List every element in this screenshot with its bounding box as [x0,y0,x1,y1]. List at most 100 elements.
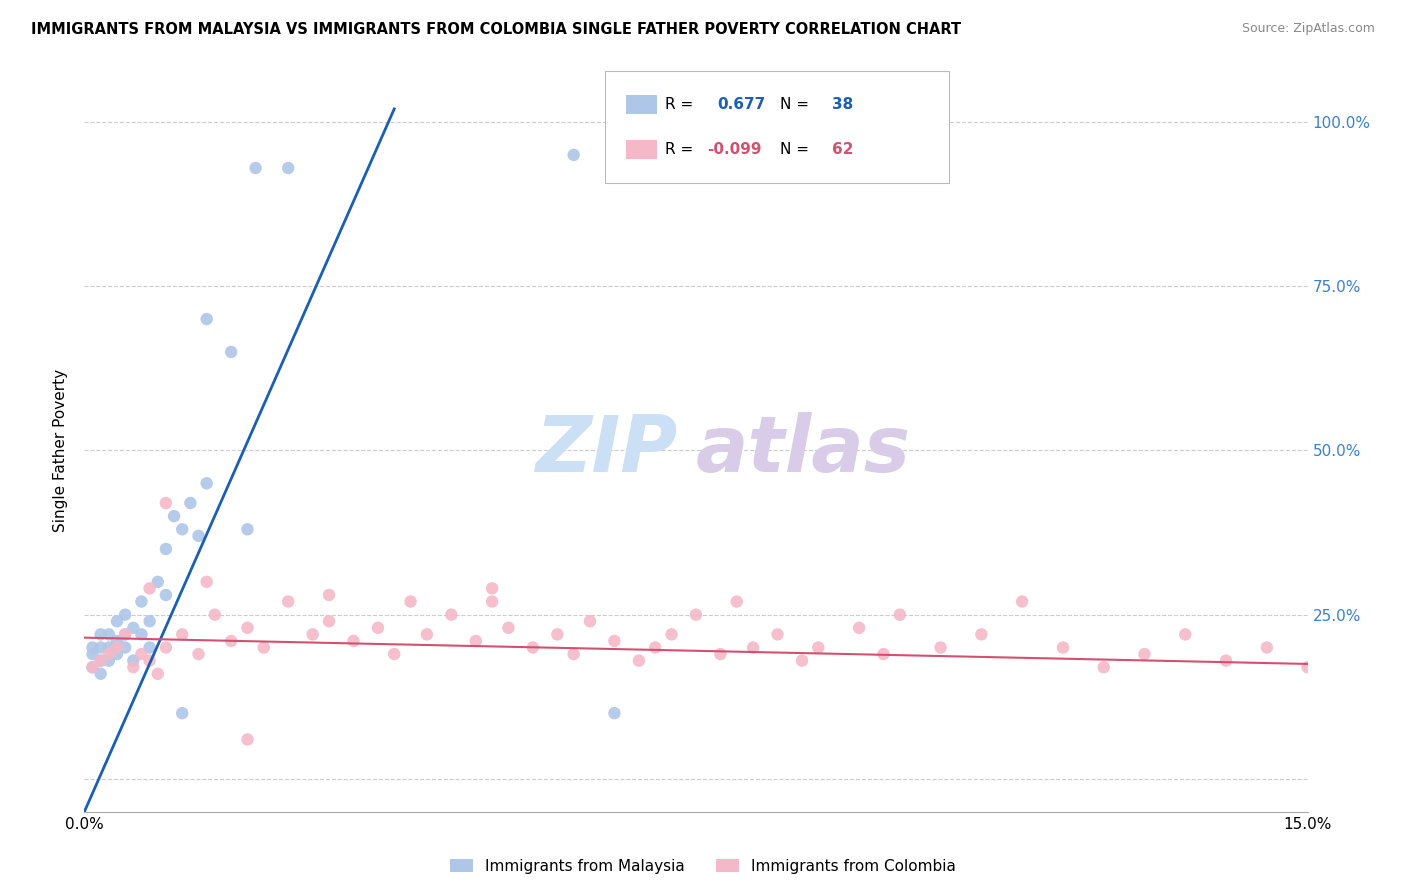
Point [236,522,259,536]
Point [219,634,242,648]
Point [179,496,201,510]
Point [522,640,544,655]
Point [138,654,160,668]
Point [82,647,104,661]
Point [204,607,226,622]
Point [382,647,405,661]
Text: -0.099: -0.099 [707,142,762,157]
Text: N =: N = [780,142,810,157]
Point [644,640,666,655]
Point [236,732,259,747]
Point [122,654,145,668]
Point [709,647,731,661]
Point [277,161,299,175]
Text: R =: R = [665,97,693,112]
Point [481,582,503,596]
Point [187,647,209,661]
Point [105,614,128,628]
Point [155,640,177,655]
Point [90,654,112,668]
Point [172,706,194,721]
Point [440,607,463,622]
Point [889,607,911,622]
Text: IMMIGRANTS FROM MALAYSIA VS IMMIGRANTS FROM COLOMBIA SINGLE FATHER POVERTY CORRE: IMMIGRANTS FROM MALAYSIA VS IMMIGRANTS F… [31,22,962,37]
Text: 62: 62 [832,142,853,157]
Point [90,666,112,681]
Point [236,621,259,635]
Point [685,607,707,622]
Text: R =: R = [665,142,693,157]
Point [90,627,112,641]
Point [253,640,276,655]
Point [277,594,299,608]
Point [114,640,136,655]
Y-axis label: Single Father Poverty: Single Father Poverty [53,369,69,532]
Point [872,647,894,661]
Point [82,660,104,674]
Point [579,614,602,628]
Text: N =: N = [780,97,810,112]
Point [172,522,194,536]
Point [195,476,218,491]
Point [163,509,186,524]
Point [562,148,585,162]
Text: 0.677: 0.677 [717,97,765,112]
Text: ZIP: ZIP [536,412,678,489]
Point [138,614,160,628]
Point [146,666,169,681]
Point [416,627,439,641]
Point [131,627,153,641]
Point [155,496,177,510]
Point [114,607,136,622]
Point [464,634,486,648]
Point [146,574,169,589]
Point [155,541,177,556]
Point [105,640,128,655]
Point [105,634,128,648]
Point [1133,647,1156,661]
Point [97,647,120,661]
Point [82,640,104,655]
Point [1174,627,1197,641]
Point [138,582,160,596]
Point [122,621,145,635]
Point [155,588,177,602]
Point [562,647,585,661]
Point [90,654,112,668]
Point [245,161,267,175]
Point [1256,640,1278,655]
Point [498,621,520,635]
Text: atlas: atlas [696,412,911,489]
Point [318,588,340,602]
Point [766,627,789,641]
Point [97,654,120,668]
Point [318,614,340,628]
Point [172,627,194,641]
Point [1011,594,1033,608]
Point [131,647,153,661]
Point [195,574,218,589]
Point [790,654,813,668]
Point [1092,660,1115,674]
Point [82,660,104,674]
Point [603,706,626,721]
Legend: Immigrants from Malaysia, Immigrants from Colombia: Immigrants from Malaysia, Immigrants fro… [444,853,962,880]
Point [1296,660,1319,674]
Point [481,594,503,608]
Point [97,627,120,641]
Point [90,640,112,655]
Point [195,312,218,326]
Point [929,640,952,655]
Text: Source: ZipAtlas.com: Source: ZipAtlas.com [1241,22,1375,36]
Point [301,627,323,641]
Point [546,627,568,641]
Point [661,627,683,641]
Point [114,627,136,641]
Point [342,634,364,648]
Point [1215,654,1237,668]
Point [105,647,128,661]
Point [603,634,626,648]
Text: 38: 38 [832,97,853,112]
Point [367,621,389,635]
Point [219,345,242,359]
